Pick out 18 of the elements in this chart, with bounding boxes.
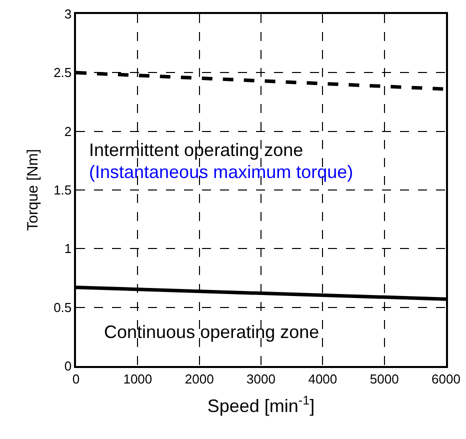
x-tick-label: 5000: [370, 371, 399, 386]
y-tick-label: 3: [64, 6, 72, 22]
x-tick-label: 3000: [246, 371, 276, 386]
x-tick-label: 2000: [184, 371, 214, 386]
y-tick-label: 1.5: [54, 182, 72, 198]
x-tick-label: 4000: [308, 371, 338, 386]
annotation: Continuous operating zone: [104, 322, 320, 342]
y-tick-label: 2.5: [54, 65, 72, 80]
x-tick-label: 6000: [432, 371, 460, 386]
y-tick-label: 1: [64, 241, 72, 256]
y-tick-label: 0.5: [54, 300, 72, 315]
y-tick-label: 0: [64, 358, 72, 374]
x-axis-title: Speed [min$^{-1}$]: [207, 393, 315, 416]
x-tick-label: 1000: [123, 371, 152, 386]
annotation: Intermittent operating zone: [89, 140, 304, 160]
y-tick-label: 2: [64, 124, 72, 139]
y-axis-title: Torque [Nm]: [24, 149, 42, 231]
annotation: (Instantaneous maximum torque): [89, 162, 354, 182]
